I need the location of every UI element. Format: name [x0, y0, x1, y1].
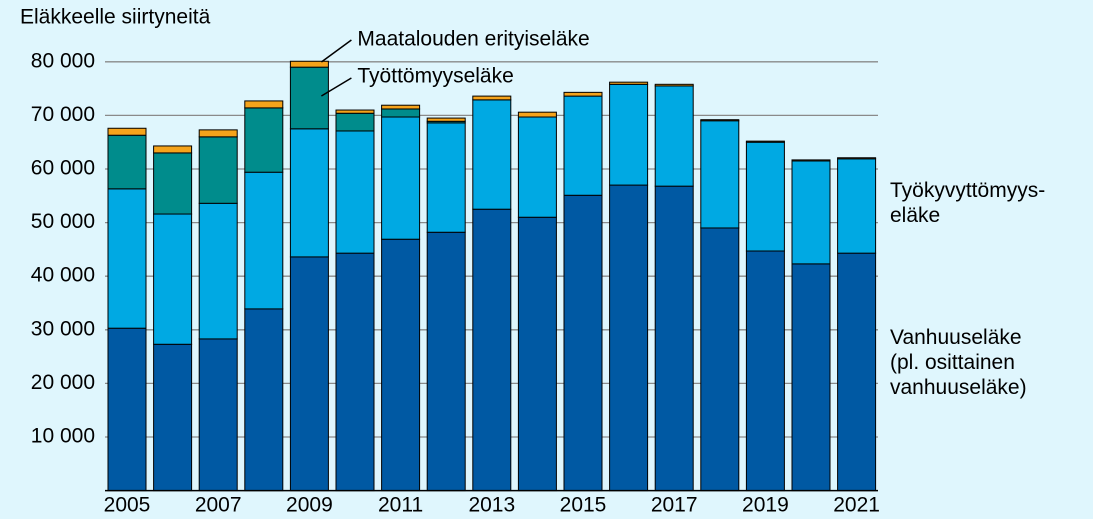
annotation: Maatalouden erityiseläke — [357, 28, 589, 51]
y-tick-label: 40 000 — [31, 264, 95, 287]
bar-segment — [426, 231, 466, 492]
bar-segment — [107, 134, 147, 190]
y-tick-label: 70 000 — [31, 103, 95, 126]
y-tick-label: 30 000 — [31, 317, 95, 340]
y-axis-title: Eläkkeelle siirtyneitä — [20, 6, 211, 29]
bar-segment — [517, 111, 557, 118]
bar-segment — [472, 208, 512, 492]
bar-segment — [700, 120, 740, 229]
x-tick-label: 2021 — [833, 494, 880, 517]
bar-segment — [198, 202, 238, 340]
bar-segment — [107, 127, 147, 136]
legend-label: Vanhuuseläke (pl. osittainen vanhuuseläk… — [890, 326, 1027, 399]
bar-segment — [472, 95, 512, 101]
bar-segment — [517, 116, 557, 218]
y-tick-label: 20 000 — [31, 371, 95, 394]
bar-segment — [745, 140, 785, 143]
x-tick-label: 2007 — [195, 494, 242, 517]
bar-segment — [609, 83, 649, 186]
x-tick-label: 2013 — [468, 494, 515, 517]
bar-segment — [654, 83, 694, 87]
bar-segment — [791, 160, 831, 265]
x-tick-label: 2015 — [560, 494, 607, 517]
bar-segment — [837, 157, 877, 160]
bar-segment — [198, 136, 238, 204]
bar-segment — [244, 171, 284, 310]
y-tick-label: 80 000 — [31, 49, 95, 72]
bar-segment — [563, 194, 603, 492]
y-tick-label: 10 000 — [31, 425, 95, 448]
y-tick-label: 60 000 — [31, 157, 95, 180]
leader-line — [320, 39, 352, 63]
bar-segment — [289, 60, 329, 68]
bar-segment — [153, 152, 193, 215]
bar-segment — [745, 141, 785, 252]
bar-segment — [335, 109, 375, 114]
bar-segment — [153, 213, 193, 345]
bar-segment — [563, 91, 603, 97]
bar-segment — [244, 100, 284, 109]
bar-segment — [198, 338, 238, 492]
bar-segment — [654, 85, 694, 187]
x-tick-label: 2019 — [742, 494, 789, 517]
annotation: Työttömyyseläke — [357, 65, 513, 88]
legend-label: Työkyvyttömyys- eläke — [890, 179, 1046, 227]
bar-segment — [244, 308, 284, 492]
bar-segment — [609, 81, 649, 85]
bar-segment — [837, 252, 877, 492]
x-tick-label: 2009 — [286, 494, 333, 517]
bar-segment — [609, 184, 649, 492]
bar-segment — [107, 188, 147, 329]
bar-segment — [791, 159, 831, 162]
bar-segment — [426, 122, 466, 233]
bar-segment — [335, 130, 375, 254]
bar-segment — [654, 185, 694, 492]
leader-line — [321, 77, 352, 97]
bar-segment — [153, 343, 193, 492]
bar-segment — [700, 119, 740, 122]
bar-segment — [107, 327, 147, 492]
bar-segment — [381, 116, 421, 240]
bar-segment — [381, 108, 421, 118]
bar-segment — [335, 252, 375, 492]
bar-segment — [381, 238, 421, 492]
bar-segment — [289, 66, 329, 130]
bar-segment — [198, 129, 238, 138]
bar-segment — [700, 227, 740, 492]
x-tick-label: 2017 — [651, 494, 698, 517]
bar-segment — [563, 95, 603, 196]
bar-segment — [837, 158, 877, 254]
bar-segment — [791, 263, 831, 492]
bar-segment — [289, 256, 329, 492]
bar-segment — [153, 145, 193, 154]
bar-segment — [289, 128, 329, 258]
bar-segment — [244, 107, 284, 173]
y-tick-label: 50 000 — [31, 210, 95, 233]
bar-segment — [517, 216, 557, 492]
bar-segment — [381, 104, 421, 110]
bar-segment — [335, 112, 375, 132]
x-tick-label: 2005 — [104, 494, 151, 517]
bar-segment — [426, 117, 466, 122]
x-tick-label: 2011 — [378, 494, 423, 517]
bar-segment — [472, 99, 512, 210]
bar-segment — [745, 250, 785, 492]
